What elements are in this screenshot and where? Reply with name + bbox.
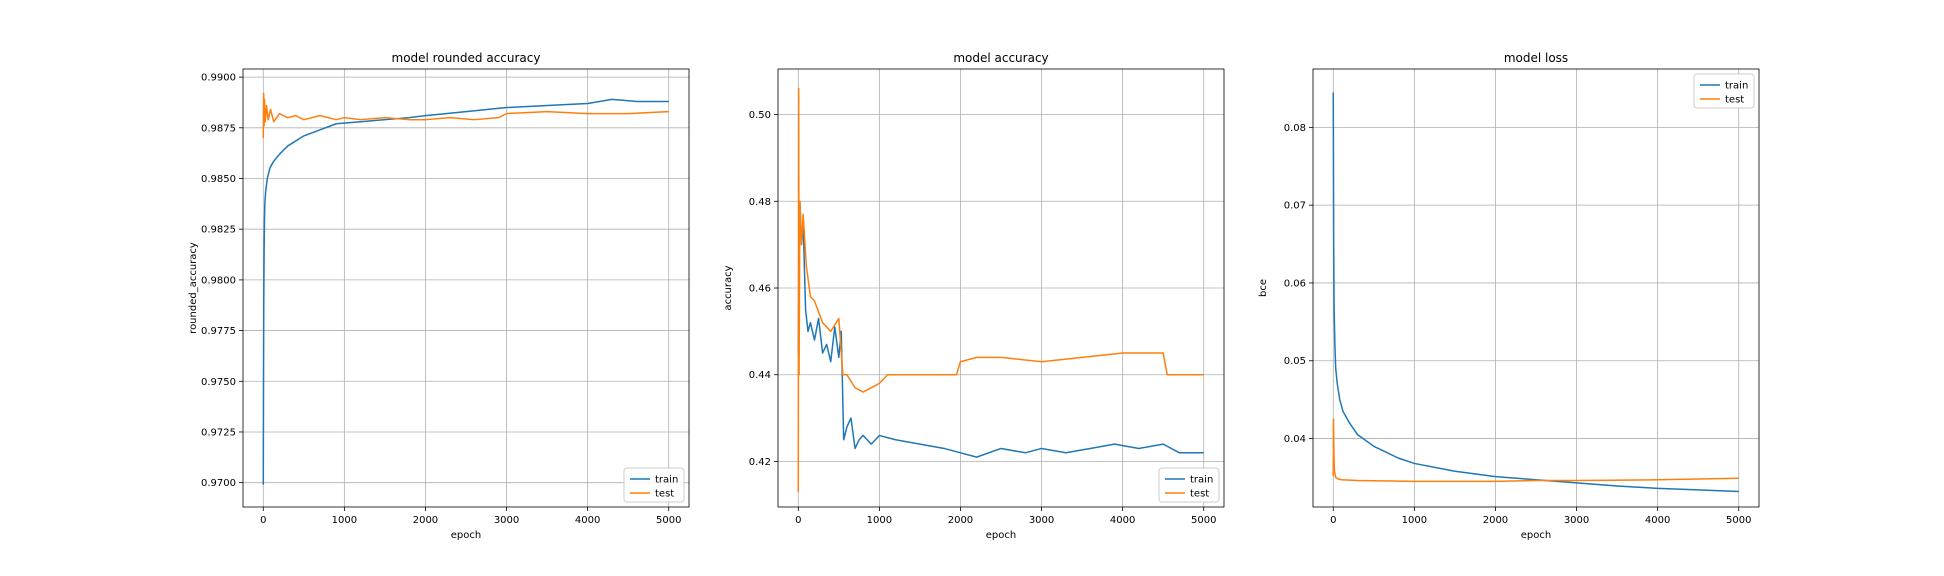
y-axis-label: accuracy bbox=[723, 265, 734, 310]
series-line-train bbox=[262, 98, 669, 485]
chart-panel-2: 0 1000 2000 3000 4000 5000 0.42 0.44 0.46 0.48 0.5… bbox=[723, 51, 1225, 541]
y-tick-label: 0.9850 bbox=[201, 174, 236, 185]
chart-title: model rounded accuracy bbox=[392, 51, 541, 65]
plot-area bbox=[243, 69, 689, 507]
y-tick-label: 0.05 bbox=[1284, 356, 1306, 367]
plot-frame bbox=[777, 68, 1225, 508]
legend: train test bbox=[1693, 73, 1755, 109]
series-line-train bbox=[1332, 92, 1739, 493]
y-tick-label: 0.44 bbox=[749, 370, 771, 381]
chart-title: model accuracy bbox=[953, 51, 1048, 65]
series-line-test bbox=[1332, 418, 1739, 483]
x-axis-label: epoch bbox=[986, 530, 1016, 541]
x-tick-label: 3000 bbox=[1564, 515, 1589, 526]
x-tick-label: 5000 bbox=[1726, 515, 1751, 526]
x-tick-label: 3000 bbox=[494, 515, 519, 526]
plot-frame bbox=[242, 68, 690, 508]
legend-label-test: test bbox=[1190, 489, 1209, 500]
legend-label-train: train bbox=[1725, 81, 1748, 92]
y-tick-label: 0.46 bbox=[749, 284, 771, 295]
y-tick-label: 0.9825 bbox=[201, 225, 236, 236]
legend: train test bbox=[623, 467, 685, 503]
x-tick-label: 3000 bbox=[1029, 515, 1054, 526]
x-tick-label: 5000 bbox=[1191, 515, 1216, 526]
y-tick-label: 0.9700 bbox=[201, 478, 236, 489]
y-tick-label: 0.50 bbox=[749, 110, 771, 121]
y-tick-label: 0.48 bbox=[749, 197, 771, 208]
y-tick-label: 0.9725 bbox=[201, 427, 236, 438]
y-tick-label: 0.07 bbox=[1284, 201, 1306, 212]
y-tick-label: 0.9875 bbox=[201, 123, 236, 134]
plot-frame bbox=[1312, 68, 1760, 508]
chart-panel-1: 0 1000 2000 3000 4000 5000 0.9700 0.9725 0.9750 0… bbox=[188, 51, 690, 541]
y-tick-label: 0.9750 bbox=[201, 377, 236, 388]
chart-title: model loss bbox=[1504, 51, 1568, 65]
y-tick-label: 0.42 bbox=[749, 457, 771, 468]
x-tick-label: 0 bbox=[795, 515, 801, 526]
y-tick-label: 0.9775 bbox=[201, 326, 236, 337]
x-tick-label: 1000 bbox=[867, 515, 892, 526]
plot-area bbox=[1313, 69, 1759, 507]
y-tick-label: 0.08 bbox=[1284, 123, 1306, 134]
x-tick-label: 4000 bbox=[1645, 515, 1670, 526]
legend-label-test: test bbox=[655, 489, 674, 500]
x-tick-label: 2000 bbox=[1483, 515, 1508, 526]
series-line-test bbox=[262, 92, 669, 138]
x-tick-label: 0 bbox=[260, 515, 266, 526]
x-axis-label: epoch bbox=[1521, 530, 1551, 541]
y-tick-label: 0.9900 bbox=[201, 73, 236, 84]
y-tick-label: 0.04 bbox=[1284, 434, 1306, 445]
y-axis-label: rounded_accuracy bbox=[188, 242, 199, 334]
chart-panel-3: 0 1000 2000 3000 4000 5000 0.04 0.05 0.06 0.07 0.0… bbox=[1258, 51, 1760, 541]
x-tick-label: 0 bbox=[1330, 515, 1336, 526]
series-line-train bbox=[797, 200, 1204, 458]
y-tick-label: 0.9800 bbox=[201, 275, 236, 286]
y-tick-label: 0.06 bbox=[1284, 278, 1306, 289]
x-tick-label: 4000 bbox=[575, 515, 600, 526]
x-tick-label: 5000 bbox=[656, 515, 681, 526]
y-axis-label: bce bbox=[1258, 279, 1269, 297]
x-tick-label: 4000 bbox=[1110, 515, 1135, 526]
x-tick-label: 1000 bbox=[1402, 515, 1427, 526]
x-tick-label: 1000 bbox=[332, 515, 357, 526]
legend-label-train: train bbox=[1190, 475, 1213, 486]
x-tick-label: 2000 bbox=[413, 515, 438, 526]
series-line-test bbox=[797, 87, 1204, 492]
legend: train test bbox=[1158, 467, 1220, 503]
x-axis-label: epoch bbox=[451, 530, 481, 541]
legend-label-train: train bbox=[655, 475, 678, 486]
x-tick-label: 2000 bbox=[948, 515, 973, 526]
legend-label-test: test bbox=[1725, 95, 1744, 106]
